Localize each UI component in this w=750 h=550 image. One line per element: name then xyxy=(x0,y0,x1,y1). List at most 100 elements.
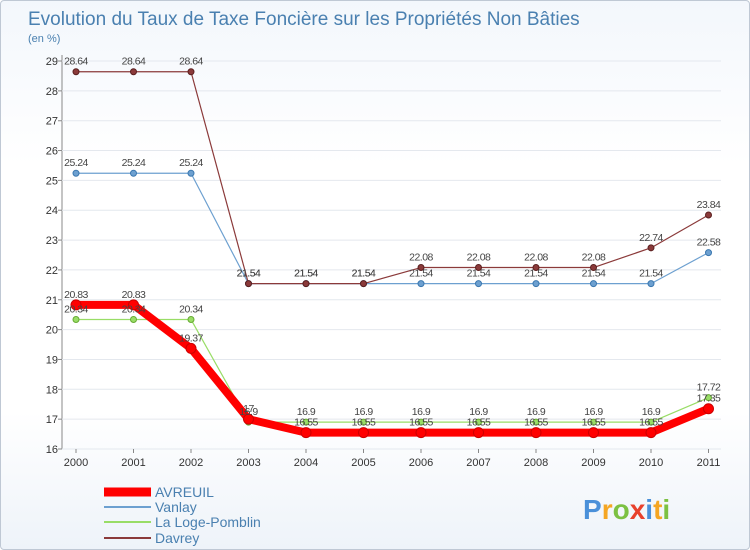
proxiti-logo: Proxiti xyxy=(583,494,670,525)
data-label: 20.83 xyxy=(122,289,146,301)
data-label: 16.9 xyxy=(527,406,546,418)
data-label: 21.54 xyxy=(294,268,318,280)
data-point xyxy=(417,418,425,426)
data-label: 17.72 xyxy=(697,382,721,394)
data-point xyxy=(72,315,80,323)
data-label: 20.34 xyxy=(64,303,88,315)
data-label: 22.58 xyxy=(697,237,721,249)
y-tick-label: 23 xyxy=(46,235,58,247)
data-label: 16.55 xyxy=(524,417,548,429)
x-tick-label: 2007 xyxy=(466,457,490,469)
data-point xyxy=(530,427,542,439)
data-label: 16.55 xyxy=(467,417,491,429)
data-label: 20.34 xyxy=(179,303,203,315)
data-label: 20.34 xyxy=(122,303,146,315)
data-label: 16.9 xyxy=(642,406,661,418)
series-line-vanlay xyxy=(75,172,710,285)
data-label: 20.83 xyxy=(64,289,88,301)
data-point xyxy=(703,403,714,415)
data-label: 16.9 xyxy=(412,406,431,418)
data-point xyxy=(415,427,427,439)
legend-label: AVREUIL xyxy=(155,484,214,500)
data-point xyxy=(590,264,597,272)
data-point xyxy=(590,418,597,426)
data-point xyxy=(245,280,252,288)
x-tick-label: 2000 xyxy=(64,457,88,469)
data-point xyxy=(588,427,599,439)
series-line-avreuil xyxy=(72,300,713,437)
data-point xyxy=(645,427,657,439)
data-point xyxy=(130,315,137,323)
x-tick-label: 2004 xyxy=(294,457,318,469)
data-label: 16.55 xyxy=(409,417,433,429)
data-label: 21.54 xyxy=(582,268,606,280)
y-tick-label: 17 xyxy=(46,414,58,426)
data-label: 21.54 xyxy=(524,268,548,280)
data-point xyxy=(185,342,197,354)
y-tick-label: 27 xyxy=(46,116,58,128)
data-point xyxy=(302,280,310,288)
data-point xyxy=(475,418,482,426)
data-point xyxy=(130,68,137,76)
data-point xyxy=(532,280,540,288)
y-tick-label: 21 xyxy=(46,295,58,307)
data-label: 17 xyxy=(243,403,254,415)
data-label: 22.08 xyxy=(582,252,606,264)
data-point xyxy=(70,299,82,311)
y-tick-label: 16 xyxy=(46,444,58,456)
data-point xyxy=(647,244,655,252)
data-label: 28.64 xyxy=(64,56,88,68)
data-label: 16.55 xyxy=(294,417,318,429)
data-point xyxy=(358,427,369,439)
y-tick-label: 28 xyxy=(46,86,58,98)
x-tick-label: 2001 xyxy=(121,457,145,469)
data-point xyxy=(705,211,712,219)
y-tick-label: 22 xyxy=(46,265,58,277)
data-label: 23.84 xyxy=(697,199,721,211)
data-point xyxy=(360,280,367,288)
data-label: 16.9 xyxy=(239,406,258,418)
legend-label: Davrey xyxy=(155,530,199,546)
data-point xyxy=(130,169,137,177)
series-line-davrey xyxy=(75,71,710,285)
data-label: 16.9 xyxy=(354,406,373,418)
data-label: 25.24 xyxy=(179,157,203,169)
data-label: 17.35 xyxy=(697,393,721,405)
x-tick-label: 2003 xyxy=(236,457,260,469)
y-axis-unit-label: (en %) xyxy=(28,33,60,45)
data-point xyxy=(475,280,482,288)
data-label: 16.55 xyxy=(582,417,606,429)
data-label: 21.54 xyxy=(294,268,318,280)
data-point xyxy=(128,299,139,311)
x-tick-label: 2011 xyxy=(697,457,721,469)
data-point xyxy=(72,68,80,76)
data-point xyxy=(302,418,310,426)
data-point xyxy=(300,427,312,439)
data-point xyxy=(417,264,425,272)
data-label: 28.64 xyxy=(179,56,203,68)
data-point xyxy=(72,169,80,177)
data-point xyxy=(705,249,712,257)
data-label: 16.55 xyxy=(352,417,376,429)
legend-label: La Loge-Pomblin xyxy=(155,514,261,530)
legend-label: Vanlay xyxy=(155,499,197,515)
data-label: 21.54 xyxy=(639,268,663,280)
data-point xyxy=(473,427,484,439)
data-point xyxy=(360,418,367,426)
data-point xyxy=(187,315,195,323)
data-label: 16.9 xyxy=(297,406,316,418)
data-point xyxy=(532,418,540,426)
x-tick-label: 2002 xyxy=(179,457,203,469)
data-label: 21.54 xyxy=(237,268,261,280)
data-point xyxy=(590,280,597,288)
y-tick-label: 20 xyxy=(46,325,58,337)
x-tick-label: 2010 xyxy=(639,457,663,469)
data-label: 19.37 xyxy=(179,332,203,344)
data-label: 25.24 xyxy=(122,157,146,169)
data-label: 22.74 xyxy=(639,232,663,244)
data-point xyxy=(243,413,254,425)
y-tick-label: 29 xyxy=(46,56,58,68)
series-line-la-loge-pomblin xyxy=(75,318,710,423)
data-point xyxy=(187,169,195,177)
